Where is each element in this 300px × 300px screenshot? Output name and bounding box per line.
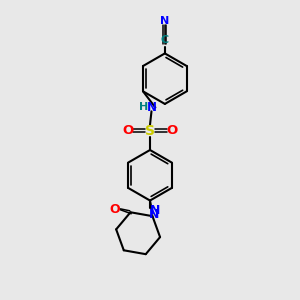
Text: N: N — [149, 208, 159, 221]
Text: N: N — [150, 204, 161, 218]
Text: N: N — [160, 16, 170, 26]
Text: O: O — [167, 124, 178, 137]
Text: O: O — [122, 124, 133, 137]
Text: H: H — [139, 103, 148, 112]
Text: N: N — [146, 101, 157, 114]
Text: C: C — [161, 35, 169, 45]
Text: O: O — [110, 203, 120, 216]
Text: S: S — [145, 124, 155, 138]
